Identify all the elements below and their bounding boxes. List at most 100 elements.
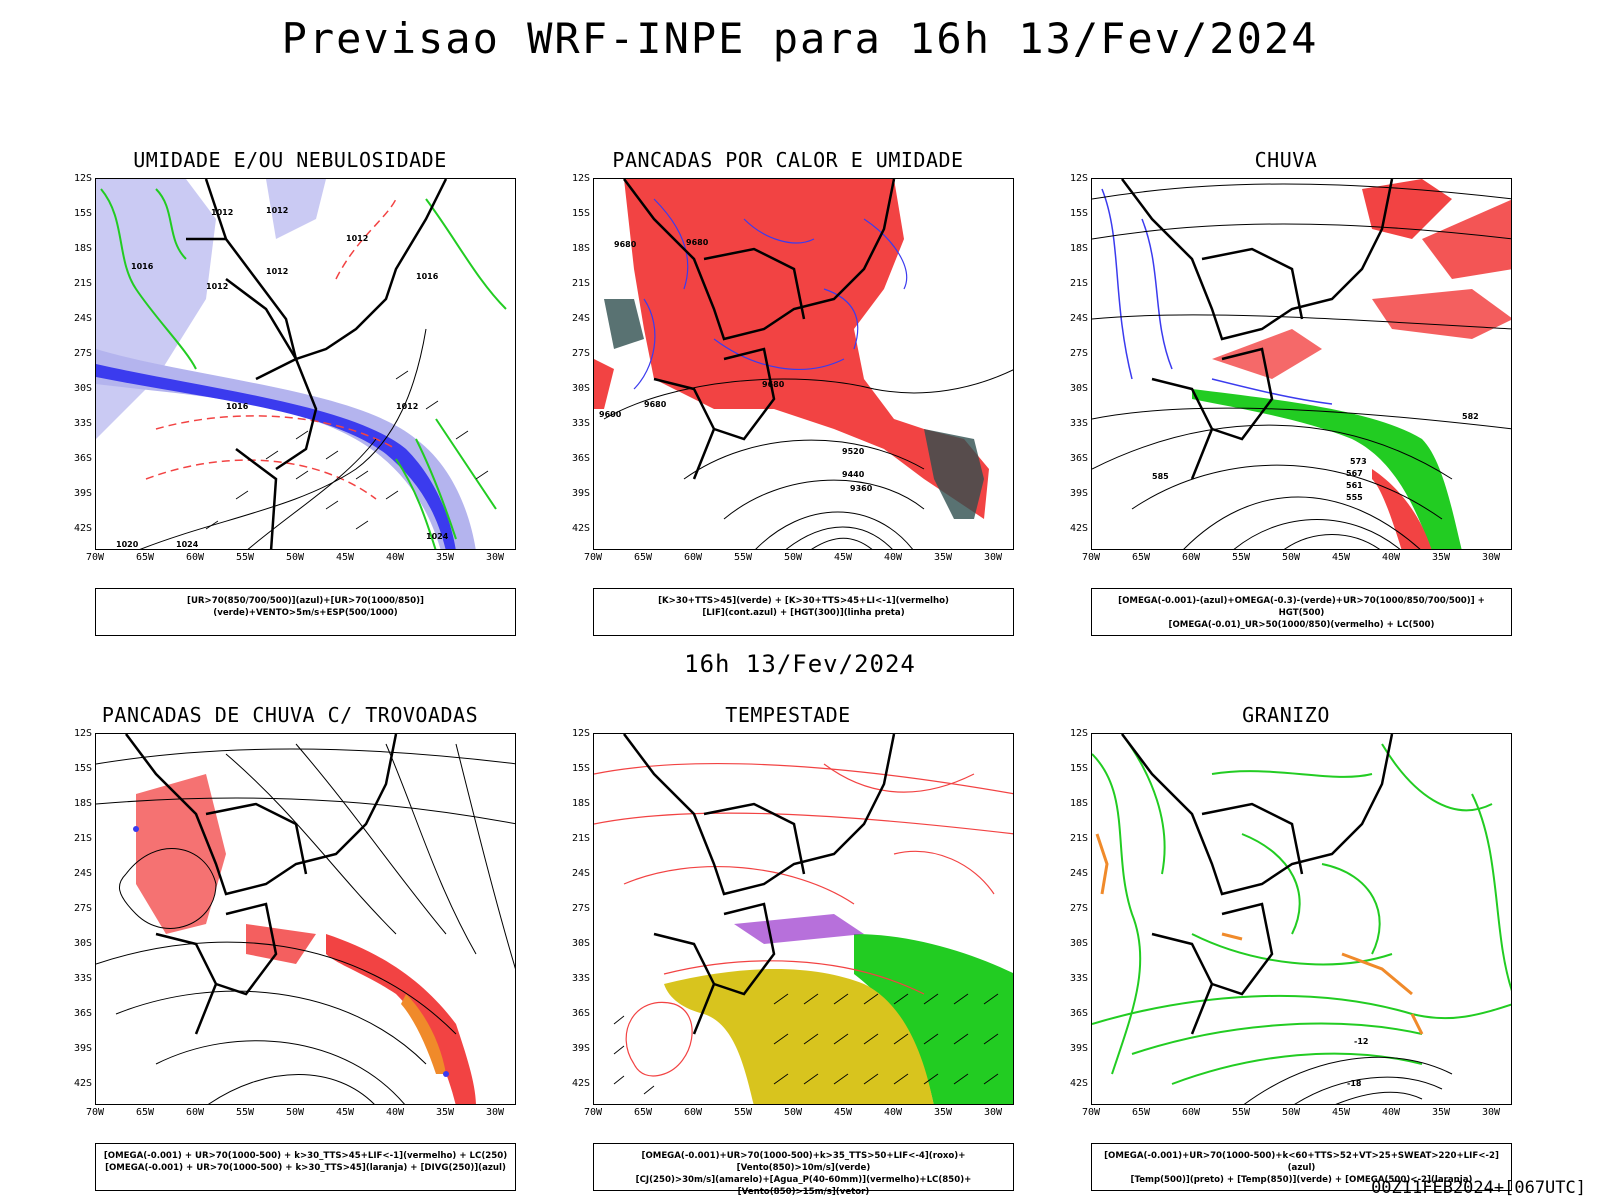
map-frame: -12 -18 xyxy=(1091,733,1512,1105)
panel-chuva: CHUVA xyxy=(1046,148,1526,636)
lat-label: 42S xyxy=(1069,523,1088,534)
lon-label: 55W xyxy=(733,1107,753,1118)
lat-label: 42S xyxy=(571,1078,590,1089)
lon-label: 45W xyxy=(833,1107,853,1118)
lon-label: 30W xyxy=(485,1107,505,1118)
map-tempestade xyxy=(594,734,1013,1104)
panel-title: PANCADAS DE CHUVA C/ TROVOADAS xyxy=(101,703,479,727)
map-umidade: 1012 1012 1012 1016 1012 1012 1016 1016 … xyxy=(96,179,507,549)
contour-label: 582 xyxy=(1462,412,1479,421)
lat-label: 36S xyxy=(1069,453,1088,464)
lon-label: 40W xyxy=(883,1107,903,1118)
lon-label: 35W xyxy=(1431,552,1451,563)
panel-title: TEMPESTADE xyxy=(725,703,851,727)
map-chuva: 585 573 567 561 555 582 xyxy=(1092,179,1511,549)
lon-label: 50W xyxy=(285,1107,305,1118)
caption-line: [OMEGA(-0.001) + UR>70(1000-500) + k>30_… xyxy=(105,1163,506,1173)
contour-label: 9360 xyxy=(850,484,873,493)
contour-label: 1012 xyxy=(396,402,418,411)
lat-label: 30S xyxy=(1069,938,1088,949)
lon-label: 45W xyxy=(833,552,853,563)
run-stamp: 00Z11FEB2024+[067UTC] xyxy=(1371,1178,1586,1198)
lat-label: 27S xyxy=(571,903,590,914)
contour-label: 9520 xyxy=(842,447,865,456)
contour-label: 9680 xyxy=(762,380,785,389)
contour-label: 9680 xyxy=(686,238,709,247)
map-pancadas-trovoadas xyxy=(96,734,515,1104)
contour-label: 585 xyxy=(1152,472,1169,481)
contour-label: 567 xyxy=(1346,469,1363,478)
lat-label: 36S xyxy=(73,1008,92,1019)
lon-label: 60W xyxy=(1181,1107,1201,1118)
lon-label: 60W xyxy=(185,552,205,563)
panel-title: UMIDADE E/OU NEBULOSIDADE xyxy=(133,148,447,172)
lat-label: 21S xyxy=(1069,278,1088,289)
lon-label: 30W xyxy=(1481,552,1501,563)
lon-label: 30W xyxy=(485,552,505,563)
lat-label: 36S xyxy=(73,453,92,464)
map-frame xyxy=(95,733,516,1105)
lat-label: 18S xyxy=(571,243,590,254)
lon-label: 65W xyxy=(1131,552,1151,563)
lat-label: 39S xyxy=(1069,1043,1088,1054)
lat-label: 12S xyxy=(571,728,590,739)
lat-label: 15S xyxy=(571,763,590,774)
map-frame: 9680 9680 9680 9680 9600 9520 9440 9360 xyxy=(593,178,1014,550)
lon-label: 55W xyxy=(235,1107,255,1118)
lon-label: 35W xyxy=(1431,1107,1451,1118)
lat-label: 33S xyxy=(1069,418,1088,429)
legend-caption: [OMEGA(-0.001) + UR>70(1000-500) + k>30_… xyxy=(95,1143,516,1191)
lat-label: 12S xyxy=(1069,728,1088,739)
lat-label: 12S xyxy=(571,173,590,184)
lat-label: 12S xyxy=(73,728,92,739)
lon-label: 35W xyxy=(933,1107,953,1118)
panel-pancadas-trovoadas: PANCADAS DE CHUVA C/ TROVOADAS xyxy=(50,703,530,1191)
lon-label: 50W xyxy=(1281,552,1301,563)
lon-label: 45W xyxy=(1331,552,1351,563)
panel-granizo: GRANIZO xyxy=(1046,703,1526,1191)
map-frame xyxy=(593,733,1014,1105)
caption-line: [OMEGA(-0.001) + UR>70(1000-500) + k>30_… xyxy=(103,1151,508,1161)
panel-title: GRANIZO xyxy=(1242,703,1330,727)
lat-label: 39S xyxy=(1069,488,1088,499)
lat-label: 12S xyxy=(73,173,92,184)
map-frame: 585 573 567 561 555 582 xyxy=(1091,178,1512,550)
lon-label: 40W xyxy=(385,1107,405,1118)
contour-label: 1012 xyxy=(266,267,288,276)
lon-label: 70W xyxy=(583,552,603,563)
map-pancadas-calor: 9680 9680 9680 9680 9600 9520 9440 9360 xyxy=(594,179,1013,549)
caption-line: [OMEGA(-0.001)+UR>70(1000-500)+k>35_TTS>… xyxy=(641,1151,966,1173)
lat-label: 18S xyxy=(73,798,92,809)
legend-caption: [K>30+TTS>45](verde) + [K>30+TTS>45+LI<-… xyxy=(593,588,1014,636)
lon-label: 70W xyxy=(85,552,105,563)
lon-label: 35W xyxy=(933,552,953,563)
lon-label: 60W xyxy=(185,1107,205,1118)
lat-label: 27S xyxy=(1069,903,1088,914)
lat-label: 36S xyxy=(571,453,590,464)
lat-label: 30S xyxy=(571,383,590,394)
contour-label: 1016 xyxy=(131,262,154,271)
lat-label: 42S xyxy=(1069,1078,1088,1089)
lat-label: 30S xyxy=(73,938,92,949)
contour-label: 9680 xyxy=(614,240,637,249)
caption-line: [OMEGA(-0.001)+UR>70(1000-500)+k<60+TTS>… xyxy=(1104,1151,1499,1173)
lat-label: 24S xyxy=(1069,868,1088,879)
lat-label: 21S xyxy=(73,278,92,289)
lon-label: 50W xyxy=(1281,1107,1301,1118)
lon-label: 40W xyxy=(1381,1107,1401,1118)
lon-label: 65W xyxy=(135,1107,155,1118)
lon-label: 45W xyxy=(335,552,355,563)
contour-label: 1012 xyxy=(206,282,228,291)
lon-label: 30W xyxy=(983,552,1003,563)
lon-label: 60W xyxy=(1181,552,1201,563)
contour-label: 561 xyxy=(1346,481,1363,490)
lat-label: 15S xyxy=(1069,763,1088,774)
lat-label: 21S xyxy=(571,833,590,844)
contour-label: -18 xyxy=(1347,1079,1362,1088)
lon-label: 65W xyxy=(1131,1107,1151,1118)
caption-line: [Temp(500)](preto) + [Temp(850)](verde) … xyxy=(1130,1175,1473,1185)
lon-label: 70W xyxy=(1081,1107,1101,1118)
lat-label: 24S xyxy=(73,868,92,879)
lat-label: 42S xyxy=(571,523,590,534)
lon-label: 70W xyxy=(583,1107,603,1118)
